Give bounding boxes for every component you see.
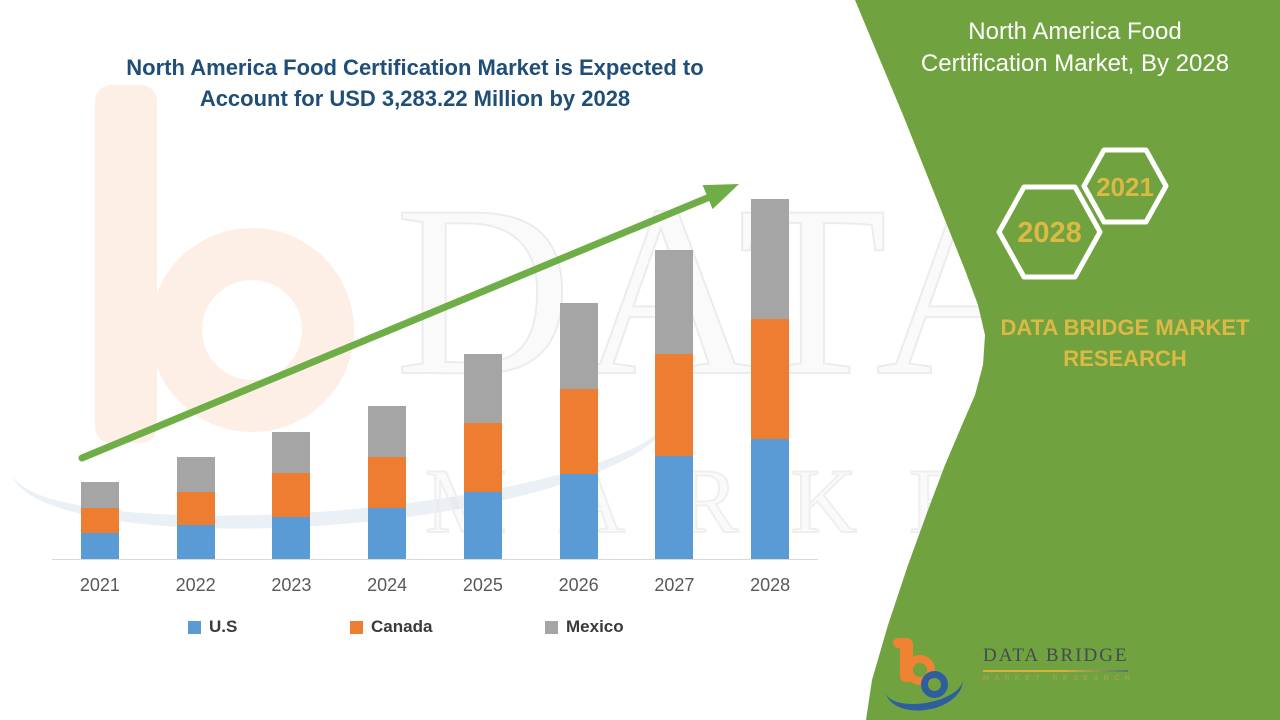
bar-stack-2028 bbox=[751, 199, 790, 560]
bar-stack-2025 bbox=[463, 354, 502, 560]
bar-group-2021: 2021 bbox=[52, 199, 148, 595]
bar-segment-us-2023 bbox=[272, 516, 311, 560]
hexagon-2028 bbox=[996, 184, 1103, 280]
bar-segment-us-2027 bbox=[655, 456, 694, 560]
chart-title: North America Food Certification Market … bbox=[70, 52, 760, 114]
side-panel-brand: DATA BRIDGE MARKET RESEARCH bbox=[960, 312, 1280, 374]
plot-area: 2021 2022 2023 2024 2025 2026 2027 2028 bbox=[52, 199, 818, 595]
legend-item-mexico: Mexico bbox=[545, 617, 624, 637]
hexagon-2028-label: 2028 bbox=[1017, 217, 1082, 249]
company-logo: DATA BRIDGE MARKET RESEARCH bbox=[881, 635, 1133, 717]
hexagon-2021-label: 2021 bbox=[1096, 172, 1154, 202]
bar-group-2024: 2024 bbox=[339, 199, 435, 595]
x-axis-label-2021: 2021 bbox=[79, 575, 120, 595]
bar-group-2026: 2026 bbox=[531, 199, 627, 595]
bar-stack-2023 bbox=[272, 431, 311, 560]
legend-swatch-icon bbox=[350, 620, 363, 634]
x-axis-label-2028: 2028 bbox=[750, 575, 791, 595]
bar-stack-2022 bbox=[176, 456, 215, 560]
bar-segment-mexico-2028 bbox=[751, 199, 790, 320]
chart-title-line1: North America Food Certification Market … bbox=[126, 55, 704, 80]
bar-group-2025: 2025 bbox=[435, 199, 531, 595]
legend-label: U.S bbox=[209, 617, 238, 636]
chart-title-line2: Account for USD 3,283.22 Million by 2028 bbox=[199, 86, 631, 111]
bar-segment-mexico-2027 bbox=[655, 250, 694, 354]
legend: U.S Canada Mexico bbox=[0, 617, 830, 641]
bar-group-2027: 2027 bbox=[627, 199, 723, 595]
logo-text: DATA BRIDGE MARKET RESEARCH bbox=[983, 645, 1133, 682]
legend-label: Canada bbox=[371, 617, 433, 636]
bar-group-2022: 2022 bbox=[148, 199, 244, 595]
legend-swatch-icon bbox=[545, 620, 558, 634]
bar-segment-us-2022 bbox=[176, 525, 215, 560]
legend-swatch-icon bbox=[188, 620, 201, 634]
bar-group-2023: 2023 bbox=[244, 199, 340, 595]
side-panel-heading-line2: Certification Market, By 2028 bbox=[920, 50, 1230, 77]
legend-item-canada: Canada bbox=[350, 617, 432, 637]
x-axis-line bbox=[52, 559, 818, 560]
side-panel-heading-line1: North America Food bbox=[968, 18, 1182, 45]
hexagon-badges: 2028 2021 bbox=[996, 147, 1169, 280]
logo-name: DATA BRIDGE bbox=[983, 645, 1129, 666]
bar-segment-us-2025 bbox=[463, 492, 502, 560]
legend-label: Mexico bbox=[566, 617, 624, 636]
x-axis-label-2025: 2025 bbox=[462, 575, 503, 595]
x-axis-label-2026: 2026 bbox=[558, 575, 599, 595]
legend-item-us: U.S bbox=[188, 617, 237, 637]
bar-segment-us-2024 bbox=[368, 508, 407, 560]
bar-stack-2027 bbox=[655, 250, 694, 560]
logo-rule bbox=[983, 670, 1128, 672]
bar-segment-mexico-2026 bbox=[559, 302, 598, 389]
bar-segment-canada-2021 bbox=[80, 508, 119, 533]
bar-stack-2024 bbox=[368, 405, 407, 560]
bar-segment-canada-2027 bbox=[655, 353, 694, 457]
logo-d-icon bbox=[921, 671, 948, 698]
bar-group-2028: 2028 bbox=[722, 199, 818, 595]
bar-segment-canada-2025 bbox=[463, 422, 502, 493]
x-axis-label-2024: 2024 bbox=[367, 575, 408, 595]
bar-segment-canada-2026 bbox=[559, 388, 598, 474]
x-axis-label-2022: 2022 bbox=[175, 575, 216, 595]
bar-segment-mexico-2021 bbox=[80, 482, 119, 509]
bar-segment-canada-2023 bbox=[272, 473, 311, 517]
bar-stack-2021 bbox=[80, 482, 119, 560]
bar-segment-canada-2022 bbox=[176, 492, 215, 525]
bar-segment-mexico-2023 bbox=[272, 431, 311, 474]
bar-segment-mexico-2022 bbox=[176, 456, 215, 493]
bar-segment-mexico-2025 bbox=[463, 354, 502, 423]
x-axis-label-2027: 2027 bbox=[654, 575, 695, 595]
side-panel-brand-line2: RESEARCH bbox=[1063, 346, 1187, 371]
bar-segment-canada-2028 bbox=[751, 319, 790, 440]
x-axis-label-2023: 2023 bbox=[271, 575, 312, 595]
bar-segment-us-2028 bbox=[751, 439, 790, 560]
logo-b-icon bbox=[905, 655, 935, 685]
hexagon-2021 bbox=[1081, 147, 1169, 225]
bar-segment-mexico-2024 bbox=[368, 405, 407, 457]
bar-segment-us-2021 bbox=[80, 532, 119, 560]
side-panel-brand-line1: DATA BRIDGE MARKET bbox=[1000, 315, 1250, 340]
logo-subtitle: MARKET RESEARCH bbox=[983, 675, 1136, 682]
bar-segment-us-2026 bbox=[559, 474, 598, 560]
bar-stack-2026 bbox=[559, 302, 598, 560]
bar-segment-canada-2024 bbox=[368, 456, 407, 509]
side-panel-heading: North America Food Certification Market,… bbox=[885, 16, 1265, 80]
